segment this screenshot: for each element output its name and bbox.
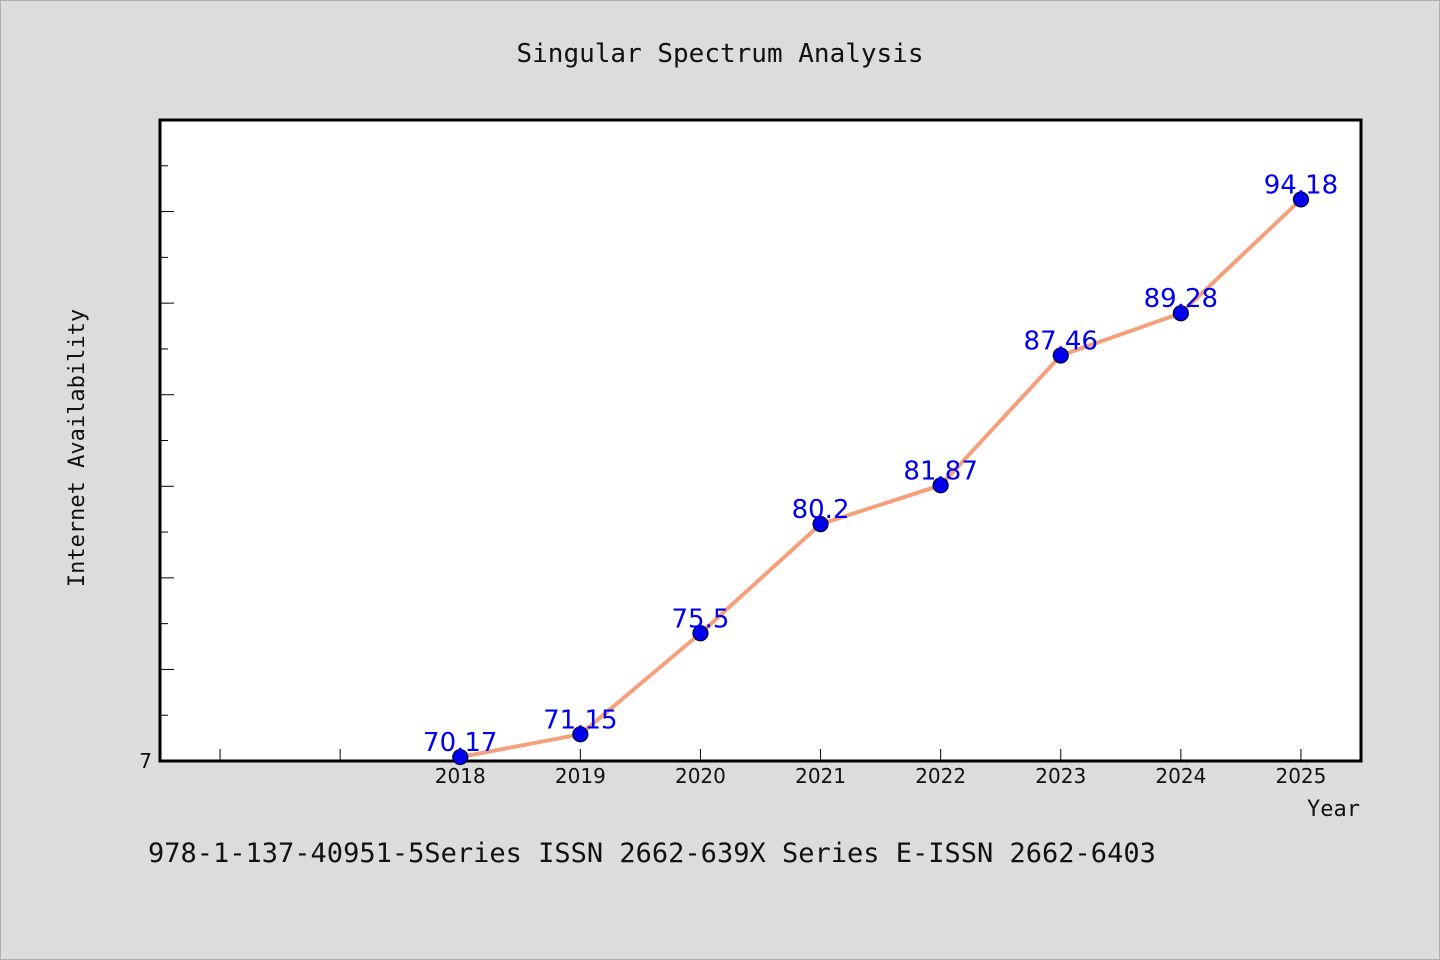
data-point [1292,191,1310,208]
data-label: 81.87 [903,456,977,486]
data-point [932,477,949,494]
x-tick-labels: 2018 2019 2020 2021 2022 2023 2024 2025 [435,764,1327,788]
data-labels: 70.17 71.15 75.5 80.2 81.87 87.46 89.28 94.18 [423,170,1338,758]
series-line-segment [698,522,823,636]
x-tick-label: 2022 [915,764,966,788]
series-line-segment [938,353,1063,488]
x-tick-label: 2018 [435,764,486,788]
data-point [452,748,469,766]
data-label: 94.18 [1264,170,1338,200]
series-line-segment [1058,311,1183,358]
footer-isbn-text: 978-1-137-40951-5Series ISSN 2662-639X S… [148,838,1156,869]
data-label: 89.28 [1144,284,1218,314]
y-axis-label: Internet Availability [65,309,90,587]
data-label: 87.46 [1024,326,1098,356]
data-label: 71.15 [543,705,617,735]
data-label: 70.17 [423,728,497,758]
series-line-segment [818,483,943,527]
series-line-segment [458,732,583,760]
x-tick-label: 2024 [1155,764,1206,788]
x-tick-label: 2020 [675,764,726,788]
series-line-segment [1178,197,1303,316]
data-point [572,726,589,743]
series-line-segment [578,631,703,737]
series-markers [452,191,1310,766]
data-label: 75.5 [672,604,730,634]
data-point [1052,347,1069,364]
x-tick-label: 2019 [555,764,606,788]
chart-title: Singular Spectrum Analysis [517,39,924,69]
data-point [812,516,829,533]
data-point [1172,305,1189,322]
x-tick-label: 2025 [1275,764,1326,788]
x-tick-label: 2021 [795,764,846,788]
y-axis-ticks [160,165,174,716]
series-line-group [458,197,1303,760]
x-axis-label: Year [1307,797,1360,822]
x-tick-label: 2023 [1035,764,1086,788]
data-label: 80.2 [792,495,850,525]
data-point [692,625,709,642]
plot-area [158,118,1363,763]
y-tick-label: 7 [139,749,152,773]
